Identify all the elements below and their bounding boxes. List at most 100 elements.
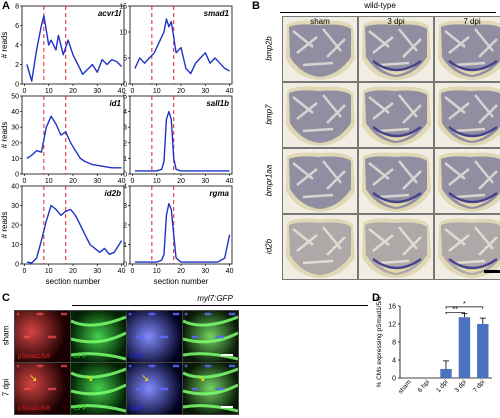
series-line-rgma bbox=[134, 202, 231, 263]
x-tick-label: 20 bbox=[69, 88, 77, 95]
y-tick-label: 6 bbox=[15, 23, 19, 30]
category-label: 7 dpi bbox=[472, 379, 486, 394]
y-tick-label: 30 bbox=[11, 203, 19, 210]
bar-3-dpi bbox=[458, 317, 471, 378]
x-tick-label: 0 bbox=[22, 268, 26, 275]
y-tick-label: 1 bbox=[123, 156, 127, 163]
x-tick-label: 0 bbox=[130, 178, 134, 185]
x-tick-label: 40 bbox=[118, 178, 126, 185]
gene-label: id2b bbox=[105, 189, 122, 198]
in-situ-image-id2b-sham bbox=[282, 214, 358, 280]
y-tick-label: 5 bbox=[123, 94, 127, 101]
fluorescence-image-2-2: ↘ GFP bbox=[70, 362, 127, 415]
x-tick-label: 40 bbox=[226, 88, 234, 95]
line-plot-smad1: smad1 0 5 10 15 0 10 20 30 40 bbox=[119, 4, 233, 96]
series-line-sall1b bbox=[134, 110, 230, 172]
y-tick-label: 5 bbox=[123, 56, 127, 63]
in-situ-image-bmpr1aa-7-dpi bbox=[434, 148, 500, 214]
y-tick-label: 10 bbox=[119, 30, 127, 37]
panel-b-in-situ-grid: wild-type sham 3 dpi 7 dpi bmp2b bmp7 bbox=[260, 0, 500, 290]
y-tick-label: 12 bbox=[388, 322, 396, 329]
x-tick-label: 10 bbox=[45, 178, 53, 185]
x-tick-label: 20 bbox=[69, 268, 77, 275]
line-plot-acvr1l: acvr1l 0 2 4 6 8 0 10 20 30 40 bbox=[15, 4, 125, 96]
category-label: 1 dpi bbox=[435, 379, 449, 394]
gene-label: smad1 bbox=[204, 9, 230, 18]
series-line-id2b bbox=[26, 204, 123, 264]
fluorescence-image-1-2: GFP bbox=[70, 310, 127, 363]
myl7-gfp-label: myl7:GFP bbox=[197, 294, 233, 303]
y-tick-label: 2 bbox=[123, 223, 127, 230]
series-line-smad1 bbox=[134, 18, 230, 75]
y-tick-label: 10 bbox=[11, 156, 19, 163]
y-tick-label: 4 bbox=[392, 358, 396, 365]
channel-label: GFP bbox=[74, 406, 87, 412]
y-tick-label: 2 bbox=[15, 62, 19, 69]
y-tick-label: 3 bbox=[123, 203, 127, 210]
channel-label: GFP bbox=[74, 354, 87, 360]
y-tick-label: 30 bbox=[11, 125, 19, 132]
x-tick-label: 10 bbox=[153, 268, 161, 275]
in-situ-image-bmp7-3-dpi bbox=[358, 82, 434, 148]
y-tick-label: 0 bbox=[392, 376, 396, 383]
significance-bracket bbox=[445, 311, 465, 315]
y-tick-label: 0 bbox=[15, 172, 19, 179]
series-line-acvr1l bbox=[26, 15, 123, 82]
gene-label: acvr1l bbox=[98, 9, 122, 18]
y-tick-label: 4 bbox=[123, 184, 127, 191]
x-tick-label: 20 bbox=[177, 268, 185, 275]
category-label: 6 hpi bbox=[417, 379, 431, 394]
y-tick-label: 20 bbox=[11, 140, 19, 147]
wild-type-label: wild-type bbox=[364, 1, 396, 10]
gene-label: sall1b bbox=[206, 99, 229, 108]
row-label-id2b: id2b bbox=[264, 238, 274, 255]
fluorescence-image-1-3: DAPI bbox=[126, 310, 183, 363]
x-tick-label: 40 bbox=[226, 268, 234, 275]
scale-bar bbox=[221, 406, 233, 408]
x-tick-label: 30 bbox=[93, 178, 101, 185]
fluorescence-image-2-3: ↘ DAPI bbox=[126, 362, 183, 415]
x-tick-label: 10 bbox=[153, 88, 161, 95]
x-tick-label: 20 bbox=[177, 88, 185, 95]
channel-label: pSmad1/5/8 bbox=[18, 406, 51, 412]
x-tick-label: 40 bbox=[118, 88, 126, 95]
in-situ-image-id2b-3-dpi bbox=[358, 214, 434, 280]
y-tick-label: 40 bbox=[11, 109, 19, 116]
scale-bar bbox=[221, 354, 233, 356]
x-tick-label: 30 bbox=[201, 88, 209, 95]
bar-7-dpi bbox=[477, 324, 489, 378]
row-label-bmp2b: bmp2b bbox=[264, 36, 274, 61]
column-label-7-dpi: 7 dpi bbox=[463, 17, 481, 26]
x-tick-label: 30 bbox=[201, 178, 209, 185]
y-tick-label: 10 bbox=[11, 242, 19, 249]
fluorescence-image-1-4 bbox=[182, 310, 239, 363]
x-tick-label: 10 bbox=[45, 88, 53, 95]
x-tick-label: 0 bbox=[22, 178, 26, 185]
in-situ-image-bmpr1aa-sham bbox=[282, 148, 358, 214]
column-label-sham: sham bbox=[310, 17, 330, 26]
x-axis-label: section number bbox=[46, 277, 101, 286]
y-axis-label: # reads bbox=[0, 122, 9, 149]
x-axis-label: section number bbox=[154, 277, 209, 286]
x-tick-label: 30 bbox=[93, 268, 101, 275]
x-tick-label: 30 bbox=[201, 268, 209, 275]
row-label-7-dpi: 7 dpi bbox=[1, 378, 11, 396]
significance-bracket bbox=[445, 306, 484, 309]
y-tick-label: 1 bbox=[123, 242, 127, 249]
y-tick-label: 0 bbox=[15, 82, 19, 89]
y-axis-label: % CMs expressing pSmad1/5/8 bbox=[376, 296, 383, 387]
bar-1-dpi bbox=[440, 369, 452, 378]
y-tick-label: 0 bbox=[15, 262, 19, 269]
x-tick-label: 10 bbox=[153, 178, 161, 185]
y-axis-label: # reads bbox=[0, 212, 9, 239]
x-tick-label: 0 bbox=[130, 88, 134, 95]
y-axis-label: # reads bbox=[0, 32, 9, 59]
channel-label: DAPI bbox=[130, 406, 145, 412]
y-tick-label: 16 bbox=[388, 304, 396, 311]
gene-label: rgma bbox=[209, 189, 229, 198]
x-tick-label: 20 bbox=[69, 178, 77, 185]
